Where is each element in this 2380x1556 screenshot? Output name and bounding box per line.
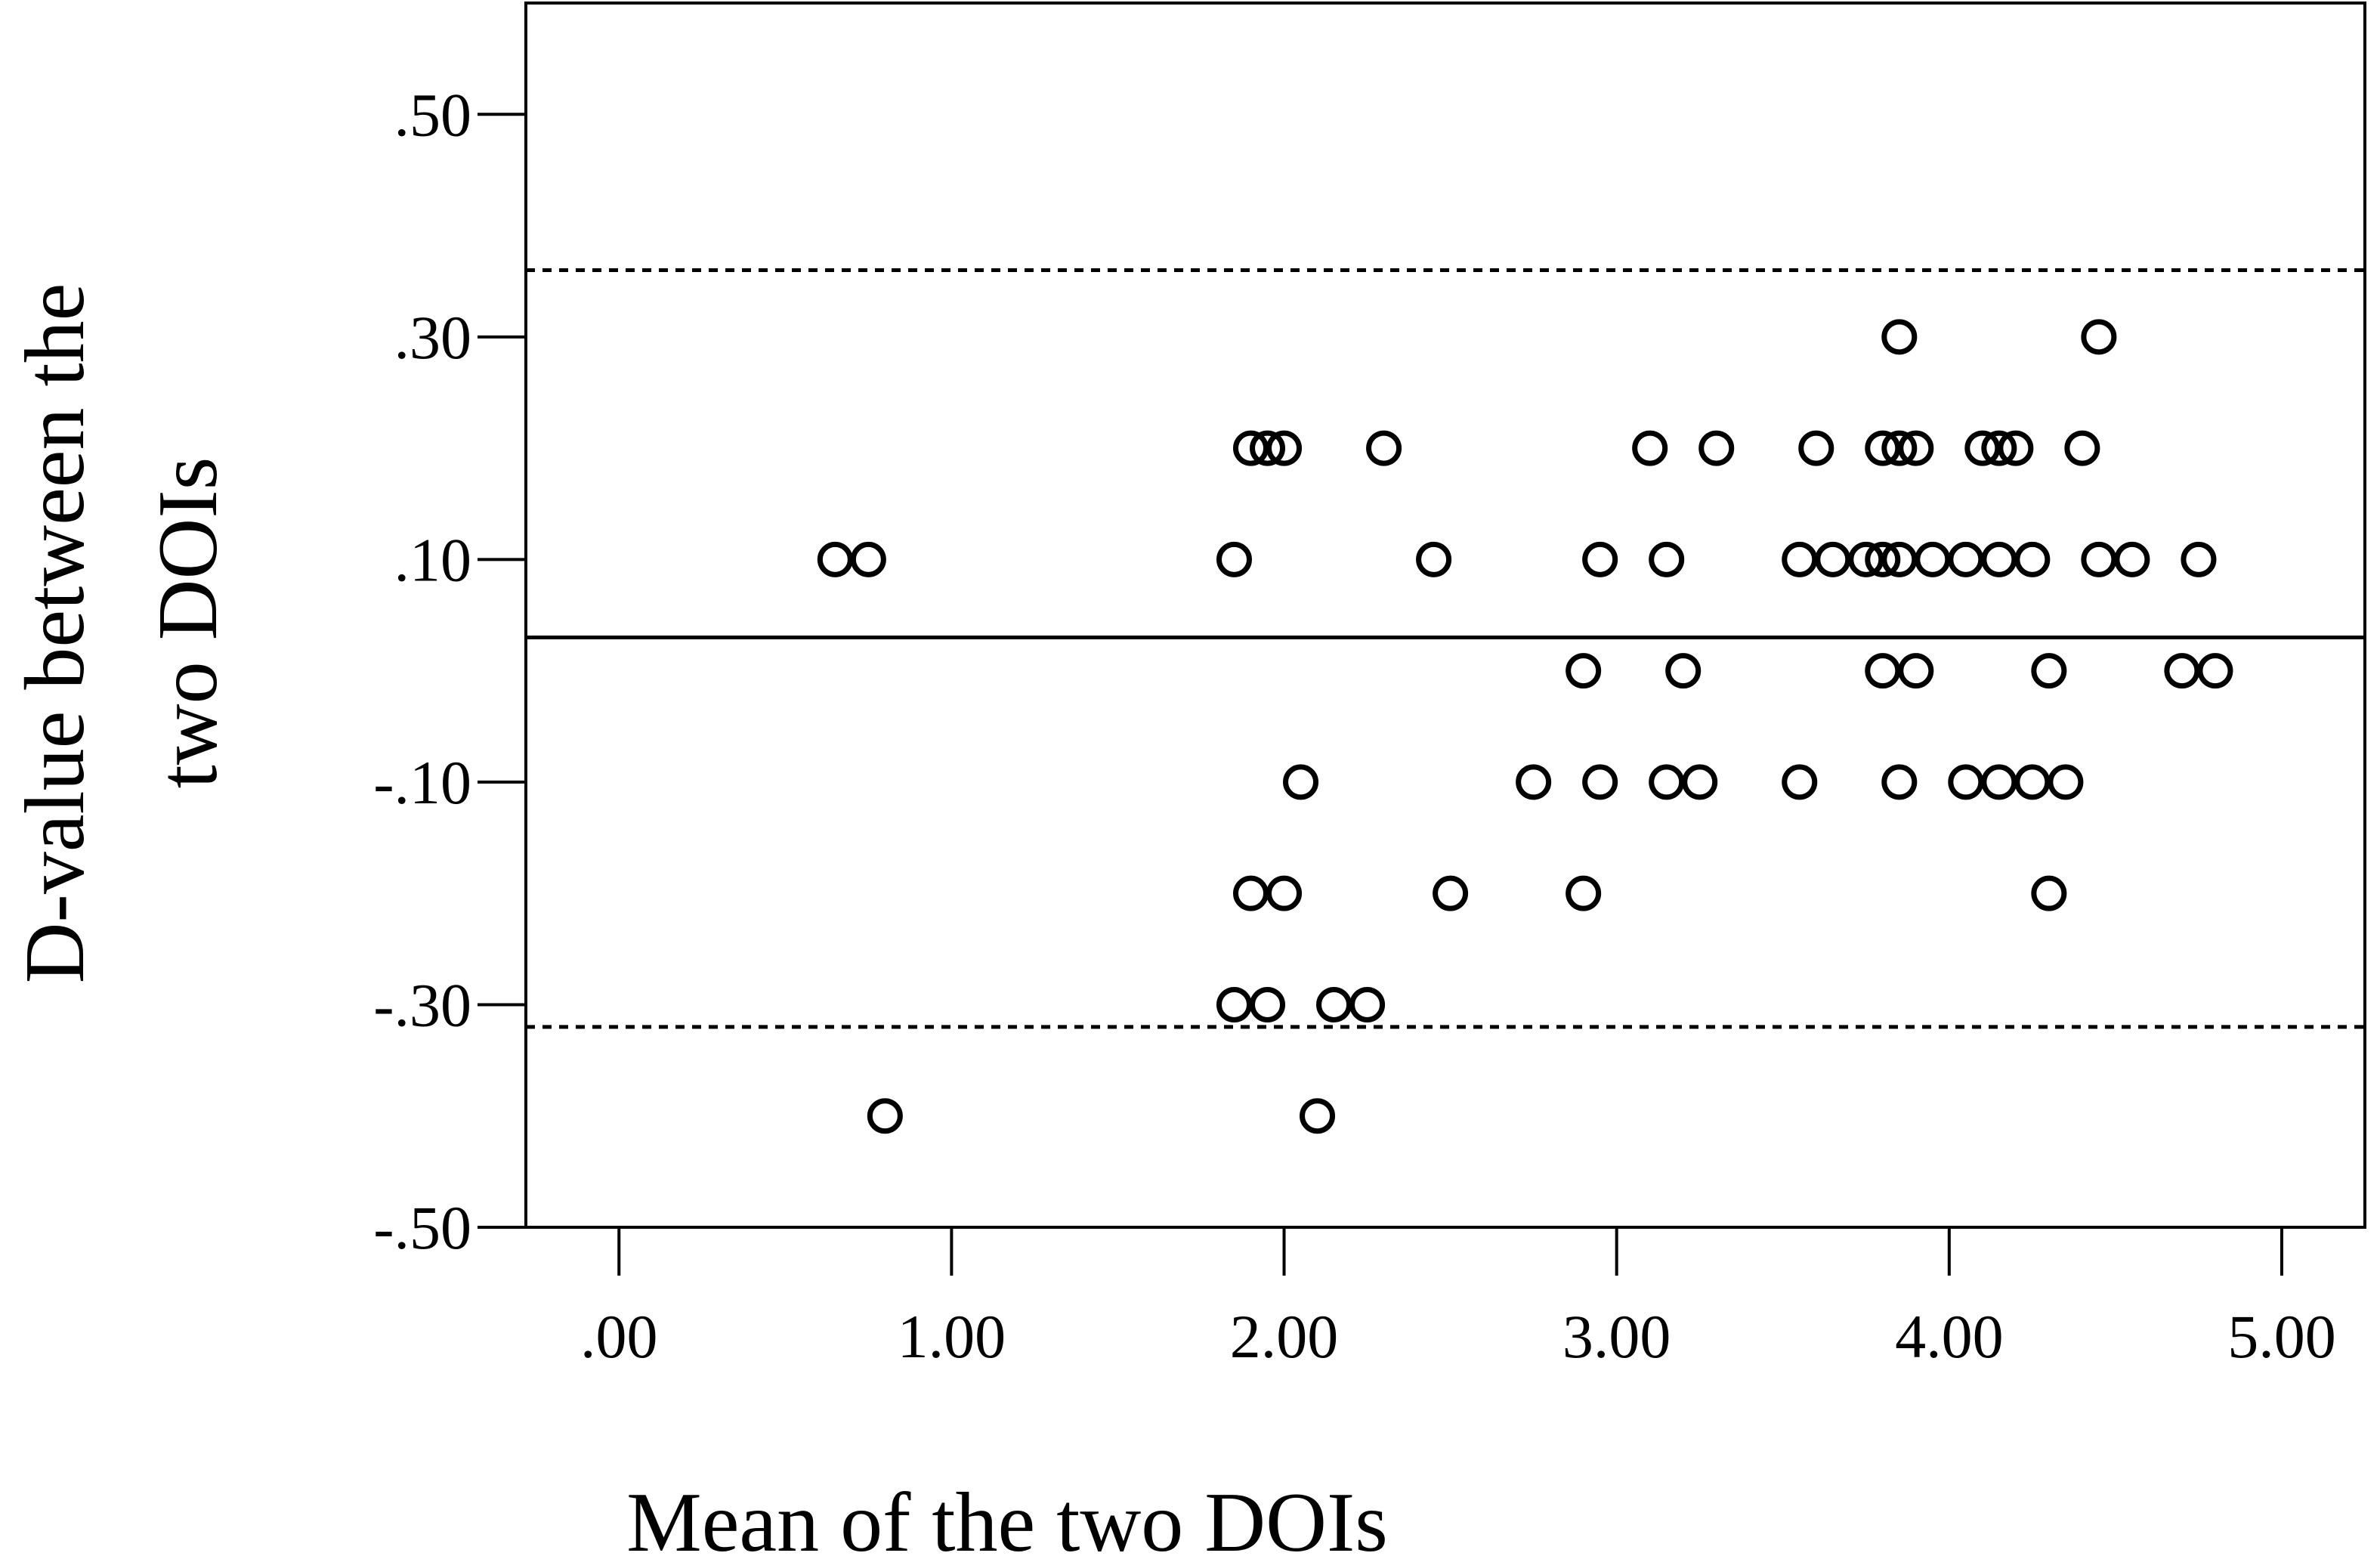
data-point: [867, 1098, 903, 1134]
data-point: [1216, 986, 1253, 1022]
data-point: [1582, 541, 1618, 577]
y-tick-label: .10: [394, 525, 472, 594]
x-axis-title: Mean of the two DOIs: [626, 1476, 1388, 1556]
data-point: [1250, 430, 1286, 466]
data-point: [1582, 764, 1618, 800]
x-tick-label: 3.00: [1562, 1302, 1671, 1371]
data-point: [1881, 319, 1918, 355]
data-point: [1566, 653, 1602, 689]
data-point: [1915, 541, 1951, 577]
y-axis-title-line-1: D-value between the: [8, 283, 102, 984]
x-axis: .00 1.00 2.00 3.00 4.00 5.00: [580, 1227, 2336, 1371]
data-point: [1283, 764, 1319, 800]
data-point: [2181, 541, 2217, 577]
y-tick-label: -.30: [373, 970, 471, 1039]
data-point: [1649, 764, 1685, 800]
data-point: [1898, 653, 1934, 689]
data-point: [1649, 541, 1685, 577]
data-point: [2114, 541, 2150, 577]
data-point: [1566, 875, 1602, 911]
data-point: [1881, 430, 1918, 466]
data-point: [1266, 430, 1303, 466]
data-point: [1848, 541, 1884, 577]
data-point: [1632, 430, 1668, 466]
data-point: [1250, 986, 1286, 1022]
y-tick-label: .30: [394, 303, 472, 372]
y-axis: .50 .30 .10 -.10 -.30 -.50: [373, 80, 526, 1262]
data-point: [2031, 653, 2067, 689]
data-point: [2164, 653, 2200, 689]
data-point: [1865, 430, 1901, 466]
data-point: [1981, 764, 2017, 800]
data-point: [1981, 430, 2017, 466]
data-point: [1898, 430, 1934, 466]
data-point: [1981, 541, 2017, 577]
y-axis-title-line-2: two DOIs: [141, 457, 235, 789]
data-point: [1433, 875, 1469, 911]
data-point: [1964, 430, 2001, 466]
data-point: [1516, 764, 1552, 800]
data-point: [2031, 875, 2067, 911]
data-point: [1316, 986, 1352, 1022]
data-point: [1266, 875, 1303, 911]
data-point: [1366, 430, 1402, 466]
data-point: [1300, 1098, 1336, 1134]
data-point: [1865, 653, 1901, 689]
y-tick-label: .50: [394, 80, 472, 149]
data-point: [2014, 764, 2051, 800]
data-point: [1782, 541, 1818, 577]
data-point: [1682, 764, 1718, 800]
data-point: [1881, 541, 1918, 577]
data-point: [2197, 653, 2233, 689]
data-point: [1998, 430, 2034, 466]
data-point: [1881, 764, 1918, 800]
data-point: [1815, 541, 1851, 577]
data-point: [1665, 653, 1702, 689]
data-point: [2048, 764, 2084, 800]
data-point: [2014, 541, 2051, 577]
data-point: [1798, 430, 1834, 466]
data-point: [2081, 319, 2117, 355]
y-tick-label: -.10: [373, 748, 471, 817]
data-point: [817, 541, 853, 577]
data-point: [1416, 541, 1452, 577]
data-point: [1698, 430, 1735, 466]
data-point: [1349, 986, 1386, 1022]
x-tick-label: 5.00: [2227, 1302, 2336, 1371]
data-point: [850, 541, 886, 577]
data-point: [1782, 764, 1818, 800]
y-tick-label: -.50: [373, 1193, 471, 1262]
x-tick-label: .00: [580, 1302, 658, 1371]
x-tick-label: 2.00: [1230, 1302, 1339, 1371]
data-point: [1216, 541, 1253, 577]
data-point: [2064, 430, 2100, 466]
data-point: [1865, 541, 1901, 577]
plot-frame: [524, 2, 2366, 1229]
data-point: [2081, 541, 2117, 577]
data-point: [1233, 875, 1269, 911]
x-tick-label: 1.00: [898, 1302, 1006, 1371]
x-tick-label: 4.00: [1895, 1302, 2004, 1371]
data-point: [1948, 764, 1984, 800]
data-point: [1233, 430, 1269, 466]
data-point: [1948, 541, 1984, 577]
reference-lines: [526, 268, 2365, 1029]
data-points: [817, 319, 2233, 1134]
y-axis-title: D-value between the two DOIs: [8, 262, 235, 984]
